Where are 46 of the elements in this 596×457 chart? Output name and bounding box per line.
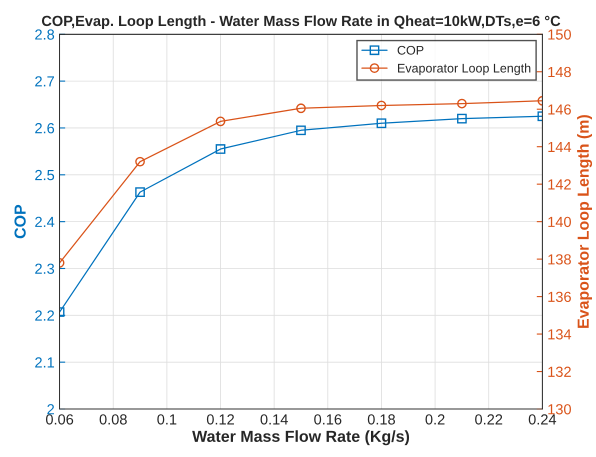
y-tick-label: 2.7	[35, 76, 54, 86]
y2-tick-label: 140	[548, 216, 571, 228]
legend-label: Evaporator Loop Length	[398, 63, 530, 76]
x-tick-label: 0.06	[46, 414, 74, 425]
y2-tick-label: 142	[548, 179, 571, 190]
y2-tick-label: 130	[548, 404, 571, 414]
chart-title: COP,Evap. Loop Length - Water Mass Flow Rate in Qheat=10kW,DTs,e=6 °C	[42, 15, 560, 30]
y-axis-title: COP	[14, 204, 26, 238]
point	[216, 144, 226, 154]
y-tick-label: 2.4	[35, 216, 54, 227]
y-tick-label: 2.2	[35, 310, 54, 321]
point	[296, 125, 306, 136]
x-tick-label: 0.16	[314, 414, 342, 425]
legend-label: COP	[398, 46, 424, 55]
x-axis-title: Water Mass Flow Rate (Kg/s)	[192, 430, 410, 446]
point	[376, 118, 386, 128]
y-tick-label: 2.5	[35, 170, 54, 180]
x-tick-label: 0.22	[475, 414, 502, 425]
y-tick-label: 2.3	[35, 264, 54, 274]
y2-tick-label: 150	[548, 29, 571, 40]
y-tick-label: 2.1	[35, 357, 54, 368]
y2-axis-title: Evaporator Loop Length (m)	[577, 115, 592, 328]
x-tick-label: 0.2	[426, 414, 444, 425]
x-tick-label: 0.08	[100, 414, 127, 425]
y2-tick-label: 136	[548, 292, 571, 302]
x-tick-label: 0.12	[206, 414, 234, 425]
y2-tick-label: 132	[548, 366, 571, 377]
y-tick-label: 2.8	[35, 29, 54, 40]
point	[296, 103, 306, 114]
x-tick-label: 0.18	[368, 414, 395, 425]
y-tick-label: 2.6	[35, 123, 54, 134]
point	[216, 116, 226, 126]
point	[135, 187, 145, 197]
point	[457, 98, 467, 108]
y2-tick-label: 138	[548, 254, 571, 265]
x-tick-label: 0.1	[157, 414, 176, 425]
y-tick-label: 2	[47, 404, 54, 414]
y2-tick-label: 146	[548, 104, 571, 115]
point	[376, 100, 386, 110]
point	[457, 114, 467, 124]
y2-tick-label: 148	[548, 66, 571, 78]
y2-tick-label: 144	[548, 142, 572, 152]
x-tick-label: 0.14	[260, 414, 288, 425]
point	[135, 156, 145, 167]
x-tick-label: 0.24	[528, 414, 556, 425]
y2-tick-label: 134	[548, 329, 572, 340]
